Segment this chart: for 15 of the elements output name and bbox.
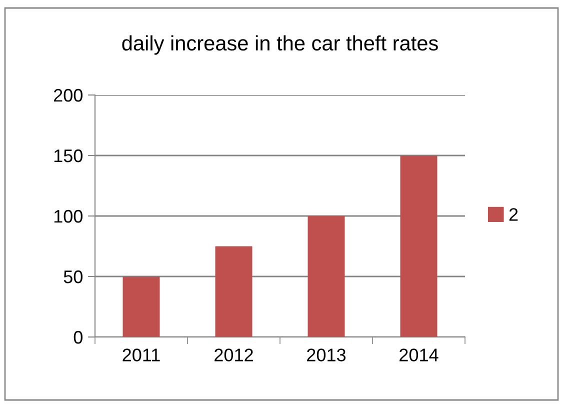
- bar: [400, 156, 438, 337]
- legend-label: 2: [509, 208, 518, 221]
- x-tick-label: 2012: [214, 348, 253, 362]
- x-tick-label: 2014: [400, 348, 438, 362]
- bar: [122, 276, 160, 337]
- y-tick-label: 0: [74, 330, 82, 344]
- y-tick-label: 100: [54, 210, 82, 223]
- y-tick-label: 200: [54, 88, 82, 102]
- bar: [215, 246, 252, 337]
- chart-title: daily increase in the car theft rates: [122, 35, 438, 55]
- y-tick-label: 150: [54, 149, 82, 162]
- x-tick-label: 2011: [122, 348, 160, 362]
- x-tick-label: 2013: [307, 348, 346, 362]
- bar: [308, 216, 345, 337]
- y-tick-label: 50: [64, 270, 82, 284]
